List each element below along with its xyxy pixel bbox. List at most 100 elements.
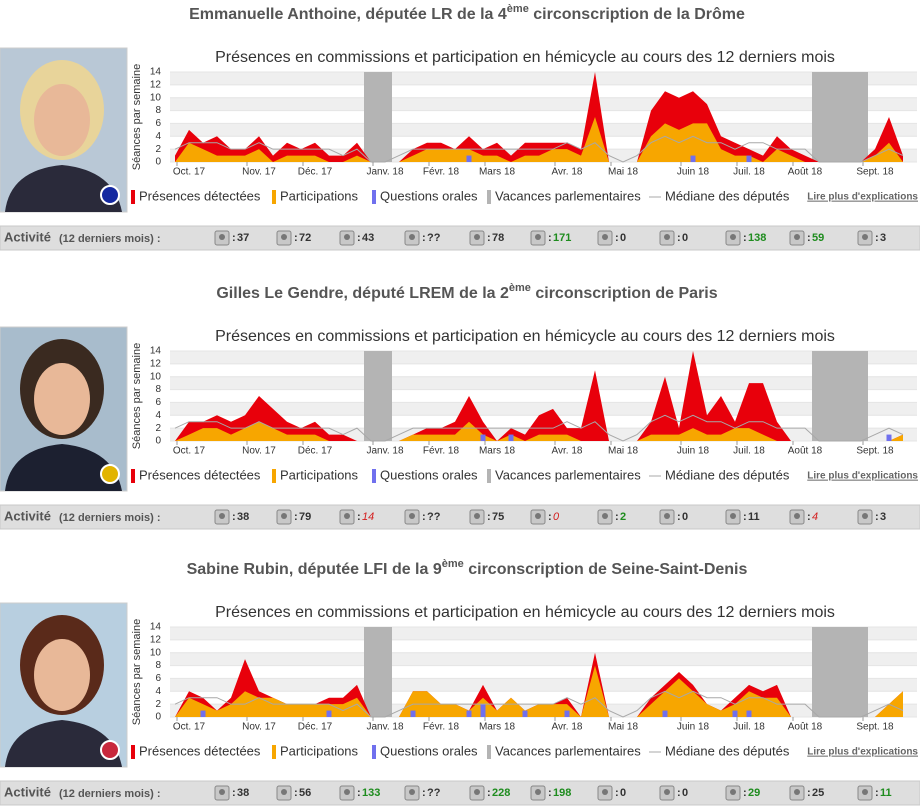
question-bar — [564, 710, 570, 717]
x-tick-label: Sept. 18 — [856, 167, 894, 178]
title-sup: ème — [507, 3, 529, 15]
legend-label: Médiane des députés — [665, 467, 790, 482]
deputy-title: Sabine Rubin, députée LFI de la 9ème cir… — [187, 558, 748, 578]
x-tick-label: Sept. 18 — [856, 446, 894, 457]
x-tick-label: Janv. 18 — [366, 446, 403, 457]
y-tick-label: 2 — [155, 699, 161, 710]
grid-band — [170, 123, 917, 137]
question-bar — [480, 434, 486, 441]
x-tick-label: Avr. 18 — [552, 722, 583, 733]
photo-shoulders — [5, 165, 122, 212]
activity-icon-dot — [794, 513, 800, 519]
question-bar — [522, 710, 528, 717]
activity-value: 0 — [553, 511, 560, 523]
legend-swatch — [131, 190, 135, 204]
activity-value: 2 — [620, 511, 626, 523]
x-tick-label: Janv. 18 — [366, 722, 403, 733]
y-tick-label: 6 — [155, 673, 161, 684]
activity-separator: : — [875, 511, 879, 523]
activity-value: 56 — [299, 787, 311, 799]
activity-icon-dot — [219, 234, 225, 240]
vacation-band — [826, 72, 840, 162]
activity-value: 25 — [812, 787, 824, 799]
vacation-band — [854, 72, 868, 162]
activity-icon-dot — [281, 513, 287, 519]
legend-swatch — [372, 469, 376, 483]
activity-icon-dot — [602, 234, 608, 240]
activity-icon-dot — [730, 234, 736, 240]
chart-title: Présences en commissions et participatio… — [215, 328, 835, 345]
activity-bg — [0, 225, 920, 251]
y-tick-label: 8 — [155, 105, 161, 116]
x-tick-label: Juin 18 — [677, 167, 710, 178]
activity-value: 171 — [553, 232, 571, 244]
vacation-band — [840, 351, 854, 441]
activity-separator: : — [487, 232, 491, 244]
activity-value: 14 — [362, 511, 374, 523]
activity-icon-dot — [281, 234, 287, 240]
question-bar — [326, 710, 332, 717]
x-tick-label: Déc. 17 — [298, 167, 333, 178]
explanation-link[interactable]: Lire plus d'explications — [807, 192, 918, 203]
activity-icon-dot — [409, 789, 415, 795]
area — [175, 117, 903, 162]
activity-value: ?? — [427, 232, 441, 244]
explanation-link[interactable]: Lire plus d'explications — [807, 471, 918, 482]
y-tick-label: 10 — [150, 371, 162, 382]
activity-separator: : — [677, 787, 681, 799]
legend-label: Médiane des députés — [665, 188, 790, 203]
activity-value: 3 — [880, 511, 886, 523]
activity-separator: : — [232, 232, 236, 244]
activity-value: 79 — [299, 511, 311, 523]
grid-band — [170, 72, 917, 85]
grid-band — [170, 376, 917, 390]
grid-band — [170, 97, 917, 111]
activity-bg — [0, 504, 920, 530]
vacation-band — [364, 627, 378, 717]
y-tick-label: 0 — [155, 712, 161, 723]
activity-separator: : — [357, 787, 361, 799]
activity-icon-dot — [794, 789, 800, 795]
title-text: circonscription de Seine-Saint-Denis — [464, 561, 748, 578]
question-bar — [410, 710, 416, 717]
activity-icon-dot — [664, 789, 670, 795]
legend-label: Participations — [280, 467, 359, 482]
activity-value: 59 — [812, 232, 824, 244]
y-axis-label: Séances par semaine — [131, 64, 143, 170]
legend-swatch — [372, 190, 376, 204]
activity-icon-dot — [602, 513, 608, 519]
vacation-band — [826, 627, 840, 717]
activity-value: 0 — [682, 232, 688, 244]
title-text: Sabine Rubin, députée LFI de la 9 — [187, 561, 442, 578]
legend-label: Participations — [280, 188, 359, 203]
activity-separator: : — [615, 232, 619, 244]
legend-swatch — [272, 469, 276, 483]
activity-icon-dot — [474, 513, 480, 519]
activity-separator: : — [232, 511, 236, 523]
legend-label: Participations — [280, 743, 359, 758]
y-tick-label: 14 — [150, 67, 162, 78]
explanation-link[interactable]: Lire plus d'explications — [807, 747, 918, 758]
activity-icon-dot — [730, 789, 736, 795]
question-bar — [662, 710, 668, 717]
legend-swatch — [487, 745, 491, 759]
x-tick-label: Nov. 17 — [242, 167, 276, 178]
x-tick-label: Oct. 17 — [173, 446, 206, 457]
activity-value: 198 — [553, 787, 571, 799]
x-tick-label: Juil. 18 — [733, 167, 765, 178]
x-tick-label: Déc. 17 — [298, 722, 333, 733]
activity-value: 11 — [748, 511, 760, 523]
activity-value: 11 — [880, 787, 892, 799]
photo-shoulders — [5, 720, 122, 767]
x-tick-label: Févr. 18 — [423, 446, 460, 457]
legend-label: Présences détectées — [139, 743, 261, 758]
activity-separator: : — [677, 232, 681, 244]
vacation-band — [812, 351, 826, 441]
grid-band — [170, 678, 917, 692]
activity-bar: Activité (12 derniers mois) ::38:79:14:??… — [0, 504, 920, 530]
vacation-band — [364, 72, 378, 162]
activity-icon-dot — [344, 789, 350, 795]
question-bar — [200, 710, 206, 717]
x-tick-label: Janv. 18 — [366, 167, 403, 178]
photo — [0, 326, 128, 492]
